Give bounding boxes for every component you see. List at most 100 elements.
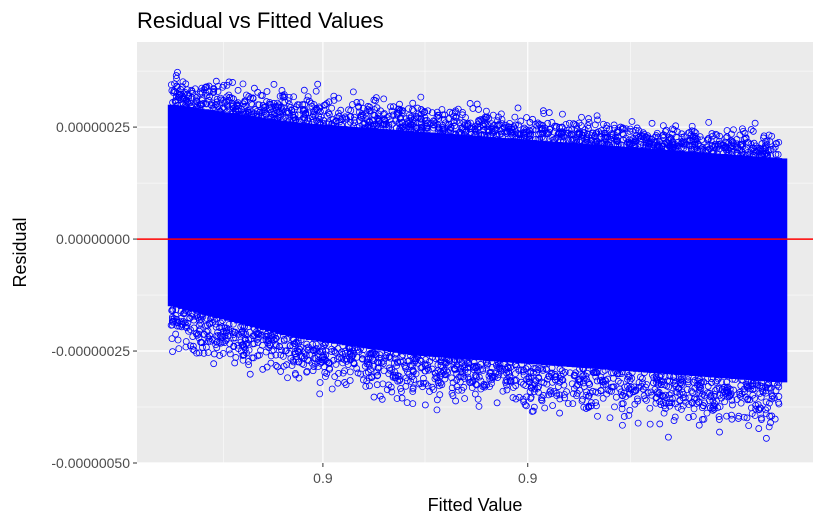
data-point xyxy=(279,115,287,123)
data-point xyxy=(758,416,765,423)
data-point xyxy=(659,134,667,141)
data-point xyxy=(185,327,192,335)
data-point xyxy=(652,399,660,407)
data-point xyxy=(357,99,365,107)
data-point xyxy=(290,358,297,366)
data-point xyxy=(421,401,429,409)
data-point xyxy=(270,99,278,107)
data-point xyxy=(773,381,781,389)
data-point xyxy=(364,102,372,110)
data-point xyxy=(189,345,197,353)
data-point xyxy=(435,115,443,122)
data-point xyxy=(355,102,362,110)
data-point xyxy=(267,352,275,360)
data-point xyxy=(663,138,671,146)
data-point xyxy=(241,335,249,343)
data-point xyxy=(373,104,381,112)
data-point xyxy=(646,140,654,148)
data-point xyxy=(291,111,299,119)
data-point xyxy=(175,93,183,101)
data-point xyxy=(212,77,220,85)
data-point xyxy=(512,370,519,378)
data-point xyxy=(671,380,679,387)
data-point xyxy=(688,147,695,155)
data-point xyxy=(757,393,765,401)
data-point xyxy=(232,108,240,116)
data-point xyxy=(505,368,513,375)
data-point xyxy=(193,331,201,339)
data-point xyxy=(580,365,587,372)
data-point xyxy=(452,130,460,138)
data-point xyxy=(239,322,247,330)
data-point xyxy=(715,137,723,145)
data-point xyxy=(721,388,728,395)
data-point xyxy=(503,386,511,394)
data-point xyxy=(290,93,298,101)
data-point xyxy=(330,96,338,104)
data-point xyxy=(409,354,417,362)
data-point xyxy=(746,396,754,404)
data-point xyxy=(433,406,441,414)
data-point xyxy=(198,339,206,347)
data-point xyxy=(751,394,759,402)
data-point xyxy=(230,334,237,342)
data-point xyxy=(210,350,218,358)
data-point xyxy=(181,90,188,98)
data-point xyxy=(628,118,636,125)
data-point xyxy=(403,399,411,407)
data-point xyxy=(346,356,354,364)
data-point xyxy=(265,104,273,112)
data-point xyxy=(247,100,255,108)
data-point xyxy=(386,366,394,374)
data-point xyxy=(405,112,413,119)
data-point xyxy=(409,366,417,374)
data-point xyxy=(502,377,510,385)
data-point xyxy=(618,125,626,133)
data-point xyxy=(174,68,181,76)
data-point xyxy=(270,80,278,88)
data-point xyxy=(637,135,644,143)
data-point xyxy=(315,120,323,128)
data-point xyxy=(282,347,289,355)
data-point xyxy=(168,307,176,314)
data-point xyxy=(200,349,208,357)
data-point xyxy=(585,115,592,122)
data-point xyxy=(608,383,615,391)
data-point xyxy=(395,105,403,113)
data-point xyxy=(446,108,454,116)
data-point xyxy=(250,325,258,333)
data-point xyxy=(591,139,599,147)
data-point xyxy=(303,344,311,352)
data-point xyxy=(334,379,342,387)
data-point xyxy=(771,415,779,423)
data-point xyxy=(214,332,222,339)
data-point xyxy=(688,387,695,395)
data-point xyxy=(762,144,770,152)
data-point xyxy=(346,368,354,376)
data-point xyxy=(520,381,527,388)
data-point xyxy=(370,393,378,401)
data-point xyxy=(349,344,356,352)
data-point xyxy=(343,357,351,365)
data-point xyxy=(545,391,553,399)
data-point xyxy=(536,135,544,143)
data-point xyxy=(430,124,437,132)
data-point xyxy=(188,94,196,102)
data-point xyxy=(290,335,297,343)
data-point xyxy=(715,385,723,392)
data-point xyxy=(775,393,783,400)
data-point xyxy=(640,130,648,138)
data-point xyxy=(449,392,457,399)
data-point xyxy=(611,133,619,141)
data-point xyxy=(223,81,231,89)
data-point xyxy=(464,123,472,130)
data-point xyxy=(542,130,550,137)
data-point xyxy=(330,347,338,355)
data-point xyxy=(178,318,186,325)
data-point xyxy=(743,381,751,388)
data-point xyxy=(724,383,732,391)
data-point xyxy=(194,314,202,321)
data-point xyxy=(688,399,696,407)
data-point xyxy=(361,119,369,127)
data-point xyxy=(415,380,423,388)
